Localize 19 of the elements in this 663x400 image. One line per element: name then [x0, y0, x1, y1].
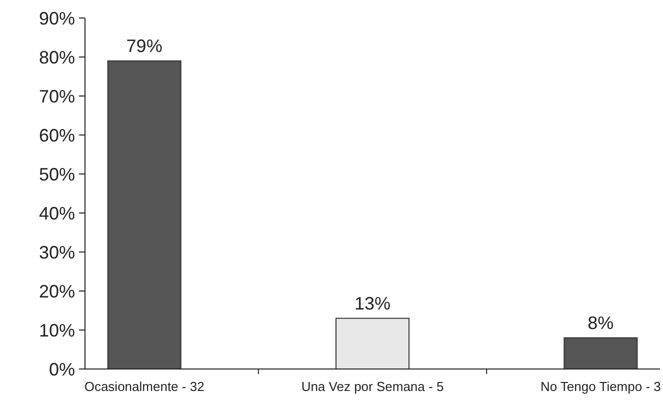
x-tick-label: Una Vez por Semana - 5: [301, 379, 444, 394]
y-tick-label: 90%: [38, 8, 75, 28]
y-tick-label: 0%: [48, 359, 75, 380]
y-tick-label: 30%: [38, 242, 75, 262]
data-label: 79%: [126, 36, 162, 56]
y-tick-label: 10%: [38, 320, 75, 340]
y-tick-label: 60%: [38, 125, 75, 146]
data-label: 13%: [354, 293, 391, 314]
y-tick-label: 20%: [38, 281, 75, 302]
x-tick-label: No Tengo Tiempo - 3: [540, 379, 661, 394]
bar: [335, 318, 410, 370]
y-tick-label: 70%: [38, 86, 75, 106]
x-tick-label: Ocasionalmente - 32: [84, 379, 204, 394]
y-tick-label: 40%: [38, 203, 75, 224]
y-tick-label: 80%: [38, 47, 75, 68]
bar: [107, 60, 182, 370]
data-label: 8%: [588, 312, 614, 333]
y-tick-label: 50%: [38, 164, 75, 184]
bar: [564, 337, 638, 370]
